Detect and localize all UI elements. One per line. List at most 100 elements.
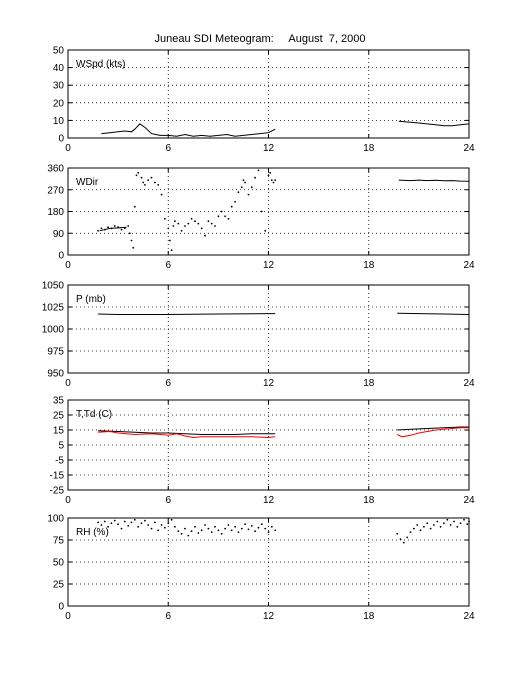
y-tick-label: 1025 (42, 303, 65, 314)
data-point (270, 525, 273, 528)
data-point (416, 524, 419, 526)
data-point (260, 523, 263, 526)
data-point (244, 523, 247, 526)
x-tick-label: 18 (363, 143, 375, 154)
x-tick-label: 6 (165, 378, 171, 389)
data-point (210, 222, 213, 225)
series-line (98, 313, 276, 315)
data-point (150, 176, 153, 179)
data-point (157, 184, 160, 186)
x-tick-label: 18 (363, 378, 375, 389)
data-point (406, 536, 409, 539)
data-point (174, 220, 176, 223)
data-point (449, 524, 452, 526)
data-point (446, 518, 449, 521)
data-point (240, 527, 243, 530)
x-tick-label: 0 (65, 378, 71, 389)
x-tick-label: 12 (263, 495, 275, 506)
data-point (224, 527, 227, 530)
y-tick-label: 0 (58, 602, 64, 613)
data-point (242, 179, 245, 182)
data-point (170, 518, 173, 521)
data-point (164, 526, 166, 529)
y-tick-label: 10 (53, 116, 65, 127)
data-point (187, 222, 190, 225)
data-point (254, 176, 256, 179)
data-point (128, 232, 131, 235)
data-point (123, 227, 126, 230)
data-point (429, 527, 432, 530)
data-point (433, 524, 435, 526)
y-tick-label: 1000 (42, 325, 65, 336)
data-point (230, 529, 233, 532)
x-tick-label: 6 (165, 260, 171, 271)
y-tick-label: 90 (53, 229, 65, 240)
data-point (187, 534, 190, 537)
data-point (423, 525, 425, 528)
data-point (230, 205, 233, 208)
data-point (97, 521, 99, 524)
x-tick-label: 6 (165, 611, 171, 622)
data-point (144, 519, 146, 522)
series-line (99, 226, 127, 232)
data-point (184, 225, 186, 227)
y-tick-label: 0 (58, 134, 64, 145)
data-point (170, 249, 173, 252)
y-tick-label: -5 (55, 456, 64, 467)
data-point (169, 239, 171, 242)
data-point (214, 225, 216, 227)
series-line (397, 312, 470, 315)
data-point (274, 529, 277, 532)
data-point (207, 527, 210, 530)
data-point (154, 181, 156, 184)
data-point (466, 523, 469, 526)
data-point (257, 526, 260, 529)
x-tick-label: 24 (463, 611, 475, 622)
data-point (459, 522, 462, 525)
x-tick-label: 12 (263, 611, 275, 622)
data-point (244, 181, 247, 184)
data-point (204, 234, 206, 237)
data-point (137, 171, 140, 174)
data-point (140, 176, 143, 179)
data-point (147, 524, 150, 526)
data-point (160, 193, 163, 196)
data-point (247, 528, 250, 531)
plot-frame (67, 167, 470, 256)
data-point (260, 210, 263, 213)
data-point (97, 229, 99, 232)
series-line (398, 179, 470, 182)
data-point (426, 522, 429, 525)
data-point (234, 525, 237, 528)
data-point (409, 531, 412, 533)
y-tick-label: 25 (53, 580, 65, 591)
x-tick-label: 18 (363, 260, 375, 271)
y-tick-label: -25 (50, 486, 65, 497)
y-tick-label: 50 (53, 558, 65, 569)
data-point (113, 225, 116, 227)
series-line (397, 426, 469, 431)
x-tick-label: 0 (65, 260, 71, 271)
panel-3: 0 6 12 18 24 950 975 1000 1025 1050 P (mb) (42, 281, 475, 390)
data-point (237, 531, 240, 533)
x-tick-label: 12 (263, 260, 275, 271)
data-point (133, 205, 136, 208)
y-tick-label: 1050 (42, 281, 65, 292)
data-point (267, 174, 270, 177)
panel-label: WSpd (kts) (76, 59, 125, 70)
data-point (220, 210, 223, 213)
panel-1: 0 6 12 18 24 0 10 20 30 40 50 WSpd (kts) (53, 46, 475, 155)
data-point (142, 181, 145, 184)
data-point (234, 200, 237, 203)
data-point (107, 525, 109, 528)
x-tick-label: 12 (263, 378, 275, 389)
chart-title: Juneau SDI Meteogram: August 7, 2000 (154, 33, 366, 45)
data-point (172, 225, 175, 227)
panel-label: RH (%) (76, 527, 109, 538)
data-point (207, 220, 210, 223)
data-point (217, 529, 220, 532)
x-tick-label: 18 (363, 611, 375, 622)
data-point (247, 193, 250, 196)
y-tick-label: 50 (53, 46, 65, 57)
x-tick-label: 24 (463, 378, 475, 389)
